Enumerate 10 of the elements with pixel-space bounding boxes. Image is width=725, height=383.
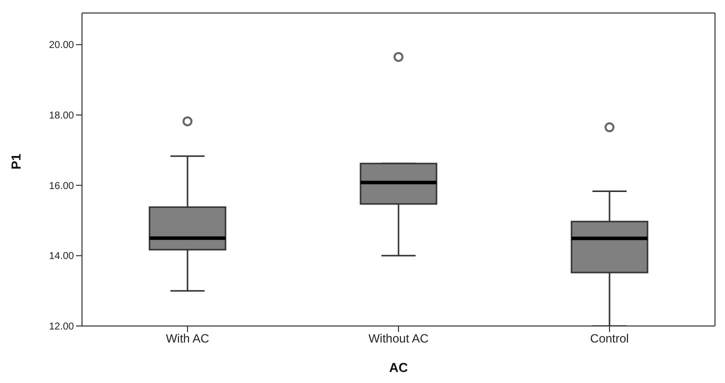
y-axis-title: P1 bbox=[8, 154, 24, 170]
x-tick-label: With AC bbox=[166, 332, 210, 346]
y-tick-label: 20.00 bbox=[48, 40, 74, 52]
y-tick-label: 14.00 bbox=[48, 251, 74, 262]
y-tick-label: 16.00 bbox=[48, 180, 74, 192]
x-axis-title: AC bbox=[389, 360, 408, 375]
y-tick-label: 18.00 bbox=[48, 110, 74, 122]
x-tick-label: Control bbox=[590, 332, 629, 346]
y-tick-label: 12.00 bbox=[48, 322, 74, 333]
x-tick-label: Without AC bbox=[368, 332, 429, 346]
